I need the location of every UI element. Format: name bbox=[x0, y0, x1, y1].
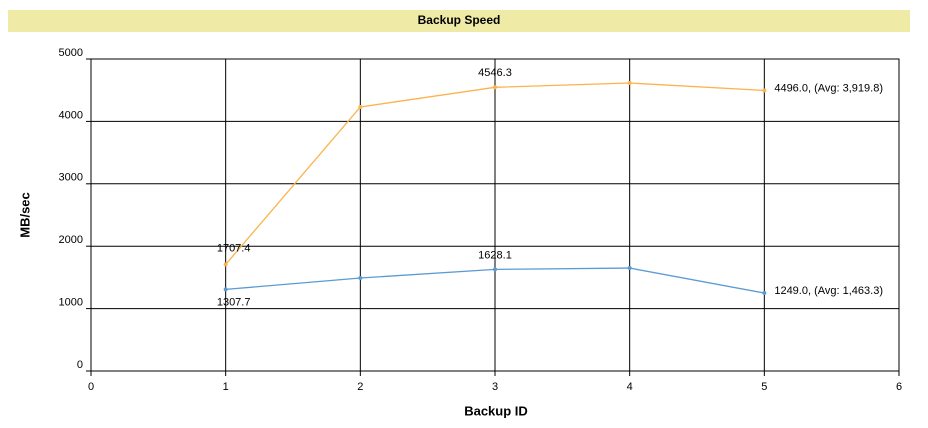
data-label: 1707.4 bbox=[217, 242, 251, 254]
y-tick-label: 2000 bbox=[59, 234, 83, 246]
x-tick-label: 4 bbox=[627, 381, 633, 393]
data-point bbox=[493, 267, 497, 272]
y-tick-label: 0 bbox=[77, 359, 83, 371]
data-point bbox=[762, 291, 767, 296]
data-point bbox=[358, 104, 363, 109]
data-point bbox=[358, 276, 363, 281]
x-tick-label: 0 bbox=[88, 381, 94, 393]
data-point bbox=[762, 88, 767, 93]
data-label: 4546.3 bbox=[478, 67, 512, 79]
data-label: 1307.7 bbox=[217, 296, 251, 308]
x-tick-label: 5 bbox=[761, 381, 767, 393]
y-tick-label: 3000 bbox=[59, 172, 83, 184]
x-tick-label: 1 bbox=[223, 381, 229, 393]
data-point bbox=[627, 81, 632, 86]
y-axis-title: MB/sec bbox=[17, 192, 32, 238]
plot-border bbox=[90, 58, 900, 372]
x-tick-label: 2 bbox=[357, 381, 363, 393]
y-tick-label: 4000 bbox=[59, 109, 83, 121]
data-point bbox=[223, 262, 228, 267]
data-point bbox=[223, 287, 228, 292]
chart-title: Backup Speed bbox=[418, 13, 501, 27]
title-bar bbox=[8, 10, 910, 32]
y-tick-label: 1000 bbox=[59, 297, 83, 309]
data-label: 1628.1 bbox=[478, 249, 512, 261]
data-point bbox=[627, 266, 632, 271]
x-axis-title: Backup ID bbox=[464, 403, 528, 418]
x-tick-label: 6 bbox=[896, 381, 902, 393]
data-label: 4496.0, (Avg: 3,919.8) bbox=[774, 82, 883, 94]
data-point bbox=[493, 85, 497, 90]
data-label: 1249.0, (Avg: 1,463.3) bbox=[774, 285, 883, 297]
y-tick-label: 5000 bbox=[59, 47, 83, 59]
x-tick-label: 3 bbox=[492, 381, 498, 393]
